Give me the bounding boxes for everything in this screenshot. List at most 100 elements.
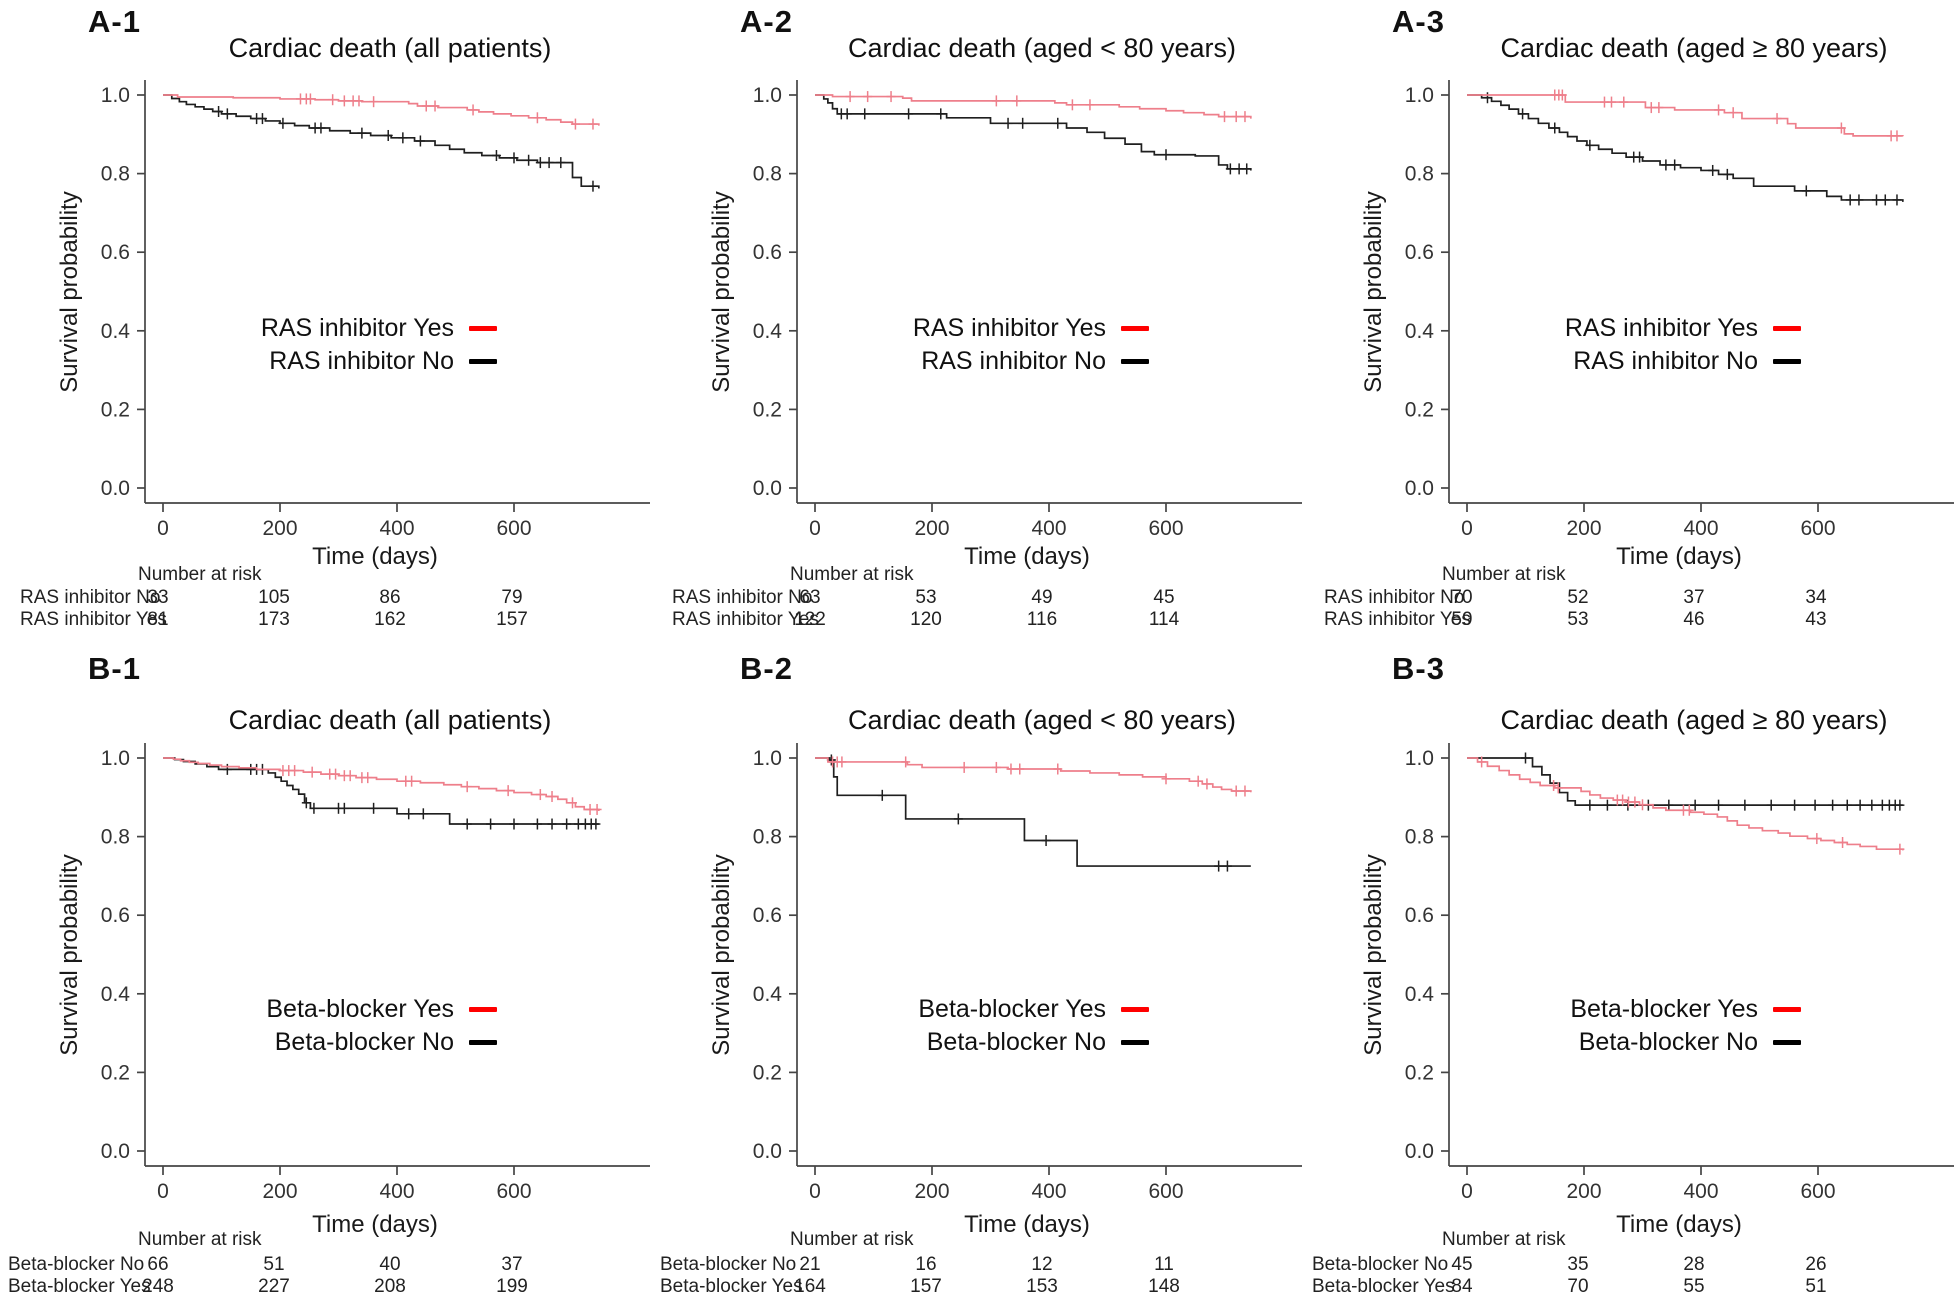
km-curve: [163, 94, 600, 126]
risk-value: 45: [1451, 1254, 1473, 1275]
legend-row: RAS inhibitor Yes: [261, 312, 497, 345]
x-tick-label: 600: [496, 1180, 531, 1203]
risk-row-label: Beta-blocker Yes: [660, 1276, 803, 1293]
legend-row: RAS inhibitor Yes: [913, 312, 1149, 345]
risk-value: 33: [147, 587, 169, 608]
risk-value: 114: [1148, 609, 1180, 630]
risk-value: 40: [379, 1254, 401, 1275]
x-tick-label: 400: [379, 517, 414, 540]
y-tick-label: 0.0: [753, 1140, 782, 1163]
legend-row: Beta-blocker Yes: [1570, 993, 1801, 1026]
risk-row-no: RAS inhibitor No 33 105 86 79: [0, 587, 651, 609]
risk-row-yes: RAS inhibitor Yes 59 53 46 43: [1304, 609, 1955, 631]
legend-label-no: Beta-blocker No: [1578, 1028, 1758, 1056]
x-axis-label: Time (days): [1616, 1211, 1742, 1238]
y-tick-label: 0.0: [101, 477, 130, 500]
legend-label-yes: Beta-blocker Yes: [266, 995, 454, 1023]
x-axis-label: Time (days): [1616, 543, 1742, 570]
panel-label: A-1: [88, 4, 141, 39]
legend-row: Beta-blocker No: [1579, 1026, 1801, 1059]
y-tick-label: 0.4: [1405, 983, 1435, 1006]
km-curve: [163, 757, 600, 812]
legend-label-no: RAS inhibitor No: [921, 347, 1106, 375]
risk-value: 157: [496, 609, 528, 630]
y-tick-label: 0.8: [1405, 163, 1434, 186]
plot-group: 0.0 0.2 0.4 0.6 0.8 1.0 0 200 400 600: [753, 80, 1302, 540]
y-tick-label: 0.8: [1405, 826, 1434, 849]
y-tick-label: 0.4: [101, 320, 131, 343]
legend-line-black-icon: [1773, 359, 1801, 364]
y-tick-label: 0.0: [1405, 477, 1434, 500]
panel-label: A-3: [1392, 4, 1445, 39]
plot-group: 0.0 0.2 0.4 0.6 0.8 1.0 0 200 400 600: [1405, 743, 1954, 1203]
risk-value: 66: [147, 1254, 169, 1275]
legend-row: Beta-blocker No: [927, 1026, 1149, 1059]
panel-label: A-2: [740, 4, 793, 39]
y-tick-label: 0.2: [753, 398, 782, 421]
risk-value: 12: [1031, 1254, 1053, 1275]
plot-group: 0.0 0.2 0.4 0.6 0.8 1.0 0 200 400 600: [101, 80, 650, 540]
risk-row-label: RAS inhibitor Yes: [20, 609, 167, 630]
km-plot-canvas: 0.0 0.2 0.4 0.6 0.8 1.0 0 200 400 600: [101, 80, 650, 540]
km-curve: [815, 94, 1252, 119]
legend-row: Beta-blocker Yes: [918, 993, 1149, 1026]
risk-value: 70: [1451, 587, 1473, 608]
legend-line-black-icon: [1121, 1040, 1149, 1045]
km-curve: [1467, 94, 1904, 137]
y-tick-label: 0.4: [101, 983, 131, 1006]
km-plot-canvas: 0.0 0.2 0.4 0.6 0.8 1.0 0 200 400 600: [1405, 743, 1954, 1203]
risk-row-no: Beta-blocker No 45 35 28 26: [1304, 1254, 1955, 1276]
risk-value: 227: [258, 1276, 290, 1293]
risk-value: 199: [496, 1276, 528, 1293]
risk-row-yes: Beta-blocker Yes 248 227 208 199: [0, 1276, 651, 1293]
legend-line-black-icon: [469, 1040, 497, 1045]
legend-line-red-icon: [1773, 326, 1801, 331]
panel-title: Cardiac death (all patients): [228, 33, 552, 63]
risk-value: 153: [1026, 1276, 1058, 1293]
risk-value: 122: [794, 609, 826, 630]
risk-value: 70: [1567, 1276, 1589, 1293]
risk-value: 148: [1148, 1276, 1180, 1293]
x-tick-label: 400: [1031, 517, 1066, 540]
y-tick-label: 0.2: [101, 398, 130, 421]
legend: RAS inhibitor Yes RAS inhibitor No: [913, 312, 1149, 378]
x-tick-label: 400: [1031, 1180, 1066, 1203]
legend-label-yes: Beta-blocker Yes: [918, 995, 1106, 1023]
risk-row-yes: RAS inhibitor Yes 122 120 116 114: [652, 609, 1303, 631]
risk-row-label: Beta-blocker Yes: [1312, 1276, 1455, 1293]
legend-label-yes: RAS inhibitor Yes: [912, 314, 1106, 342]
y-tick-label: 0.4: [753, 320, 783, 343]
x-tick-label: 600: [496, 517, 531, 540]
legend-label-yes: RAS inhibitor Yes: [1564, 314, 1758, 342]
x-tick-label: 0: [809, 1180, 821, 1203]
x-tick-label: 200: [1566, 517, 1601, 540]
y-tick-label: 0.2: [101, 1061, 130, 1084]
legend: RAS inhibitor Yes RAS inhibitor No: [1565, 312, 1801, 378]
legend-label-yes: RAS inhibitor Yes: [260, 314, 454, 342]
x-tick-label: 400: [379, 1180, 414, 1203]
risk-value: 43: [1805, 609, 1827, 630]
risk-value: 11: [1154, 1254, 1174, 1275]
km-curve: [815, 757, 1251, 867]
y-tick-label: 0.0: [1405, 1140, 1434, 1163]
x-tick-label: 600: [1800, 1180, 1835, 1203]
legend: RAS inhibitor Yes RAS inhibitor No: [261, 312, 497, 378]
km-panel-b1: B-1 Cardiac death (all patients) Surviva…: [0, 647, 651, 1293]
y-tick-label: 1.0: [1405, 84, 1434, 107]
panel-label: B-1: [88, 651, 141, 686]
legend-row: RAS inhibitor Yes: [1565, 312, 1801, 345]
y-tick-label: 1.0: [753, 747, 782, 770]
x-tick-label: 200: [1566, 1180, 1601, 1203]
y-tick-label: 0.6: [101, 241, 130, 264]
legend-row: RAS inhibitor No: [921, 345, 1149, 378]
km-panel-b3: B-3 Cardiac death (aged ≥ 80 years) Surv…: [1304, 647, 1955, 1293]
y-tick-label: 0.2: [1405, 398, 1434, 421]
risk-value: 55: [1683, 1276, 1705, 1293]
risk-row-label: Beta-blocker No: [8, 1254, 145, 1275]
legend-line-red-icon: [1121, 326, 1149, 331]
km-panel-a3: A-3 Cardiac death (aged ≥ 80 years) Surv…: [1304, 0, 1955, 646]
x-tick-label: 0: [157, 1180, 169, 1203]
km-panel-b2: B-2 Cardiac death (aged < 80 years) Surv…: [652, 647, 1303, 1293]
x-axis-label: Time (days): [964, 1211, 1090, 1238]
y-tick-label: 1.0: [1405, 747, 1434, 770]
